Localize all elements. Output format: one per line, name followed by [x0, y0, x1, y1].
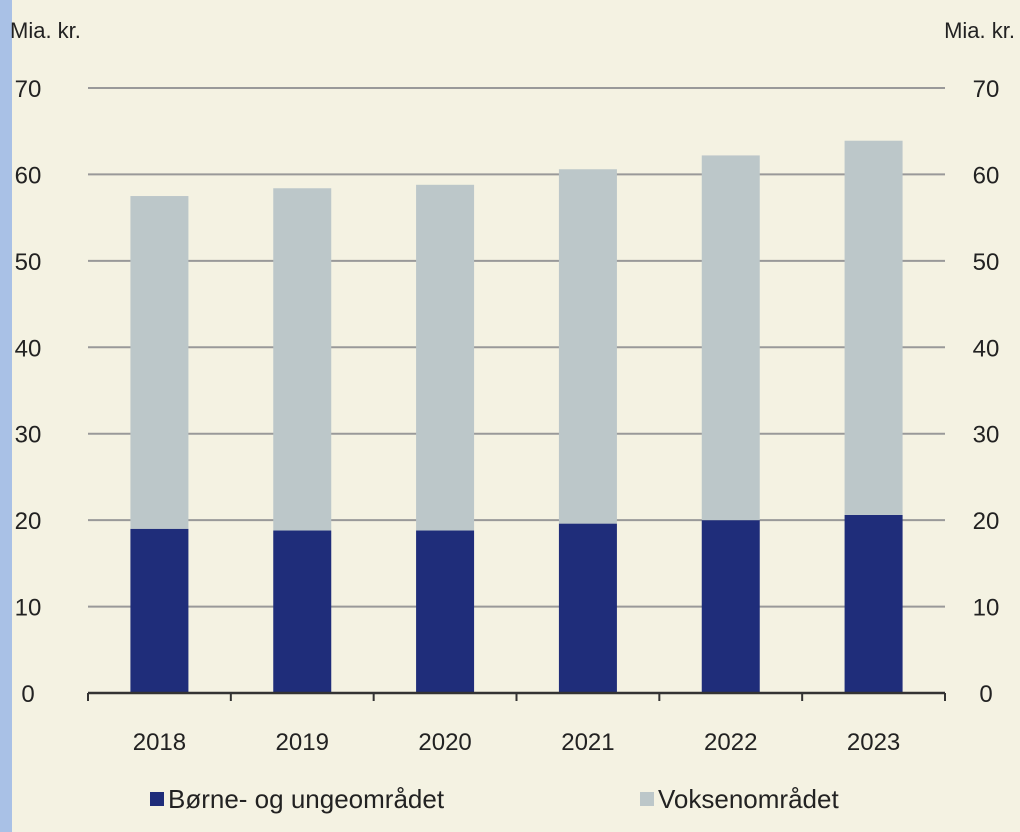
legend-label: Børne- og ungeområdet	[168, 784, 445, 814]
legend-swatch	[640, 792, 654, 806]
y-tick-label-left: 30	[15, 422, 42, 449]
bar-segment-voksen-2021	[558, 169, 617, 524]
bar-segment-voksen-2022	[701, 155, 760, 521]
y-tick-label-left: 10	[15, 595, 42, 622]
bar-segment-born-2022	[701, 520, 760, 693]
x-tick-label: 2022	[704, 729, 757, 756]
bars	[130, 140, 903, 693]
bar-segment-voksen-2019	[273, 188, 332, 531]
y-tick-label-right: 50	[973, 249, 1000, 276]
bar-segment-voksen-2023	[844, 140, 903, 515]
bar-segment-born-2019	[273, 530, 332, 693]
y-tick-label-right: 0	[979, 681, 992, 708]
bar-segment-voksen-2020	[416, 184, 475, 531]
x-tick-label: 2021	[561, 729, 614, 756]
bar-segment-voksen-2018	[130, 196, 189, 529]
y-tick-label-left: 70	[15, 76, 42, 103]
y-tick-label-right: 30	[973, 422, 1000, 449]
y-tick-label-left: 20	[15, 508, 42, 535]
bar-segment-born-2018	[130, 528, 189, 693]
legend: Børne- og ungeområdet Voksenområdet	[150, 784, 839, 814]
y-tick-label-right: 60	[973, 162, 1000, 189]
bar-segment-born-2023	[844, 514, 903, 693]
x-tick-label: 2018	[133, 729, 186, 756]
x-tick-label: 2023	[847, 729, 900, 756]
legend-label: Voksenområdet	[658, 784, 839, 814]
y-tick-label-left: 40	[15, 335, 42, 362]
y-tick-label-left: 0	[21, 681, 34, 708]
y-tick-label-right: 70	[973, 76, 1000, 103]
gridlines	[88, 87, 945, 608]
x-tick-label: 2019	[276, 729, 329, 756]
y-tick-label-left: 50	[15, 249, 42, 276]
x-tick-label: 2020	[418, 729, 471, 756]
y-axis-unit-right: Mia. kr.	[944, 18, 1015, 43]
y-tick-label-right: 20	[973, 508, 1000, 535]
y-tick-label-right: 10	[973, 595, 1000, 622]
bar-segment-born-2021	[558, 523, 617, 693]
y-axis-unit-left: Mia. kr.	[10, 18, 81, 43]
bar-segment-born-2020	[416, 530, 475, 693]
left-edge-strip	[0, 0, 12, 832]
legend-swatch	[150, 792, 164, 806]
y-tick-label-right: 40	[973, 335, 1000, 362]
y-tick-label-left: 60	[15, 162, 42, 189]
